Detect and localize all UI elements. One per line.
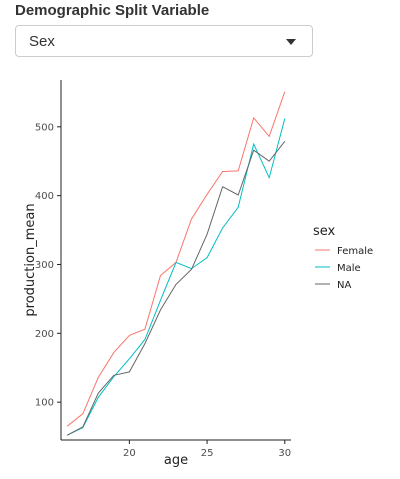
x-tick-label: 25 <box>201 448 214 459</box>
x-ticks: 20 25 30 <box>123 440 291 459</box>
series-lines <box>66 91 286 436</box>
series-line-na <box>66 140 286 436</box>
legend-label-female: Female <box>337 246 373 257</box>
y-tick-label: 100 <box>35 398 54 409</box>
y-tick-label: 500 <box>35 122 54 133</box>
series-line-female <box>66 91 286 427</box>
series-line-male <box>66 118 286 436</box>
x-tick-label: 30 <box>278 448 291 459</box>
y-tick-label: 300 <box>35 260 54 271</box>
select-value: Sex <box>29 33 55 50</box>
legend-title: sex <box>313 224 336 239</box>
split-variable-select[interactable]: Sex <box>15 25 313 57</box>
legend-label-na: NA <box>337 280 351 291</box>
line-chart: 100 200 300 400 500 20 25 30 age production_me… <box>23 80 373 468</box>
caret-down-icon[interactable] <box>286 39 296 45</box>
split-variable-label: Demographic Split Variable <box>15 2 210 19</box>
x-axis-title: age <box>164 453 188 468</box>
legend-label-male: Male <box>337 263 361 274</box>
y-axis-title: production_mean <box>23 203 38 316</box>
legend: sex Female Male NA <box>313 224 373 291</box>
y-ticks: 100 200 300 400 500 <box>35 122 61 409</box>
y-tick-label: 200 <box>35 329 54 340</box>
y-tick-label: 400 <box>35 191 54 202</box>
x-tick-label: 20 <box>123 448 136 459</box>
chart-area: 100 200 300 400 500 20 25 30 age production_me… <box>0 70 400 474</box>
